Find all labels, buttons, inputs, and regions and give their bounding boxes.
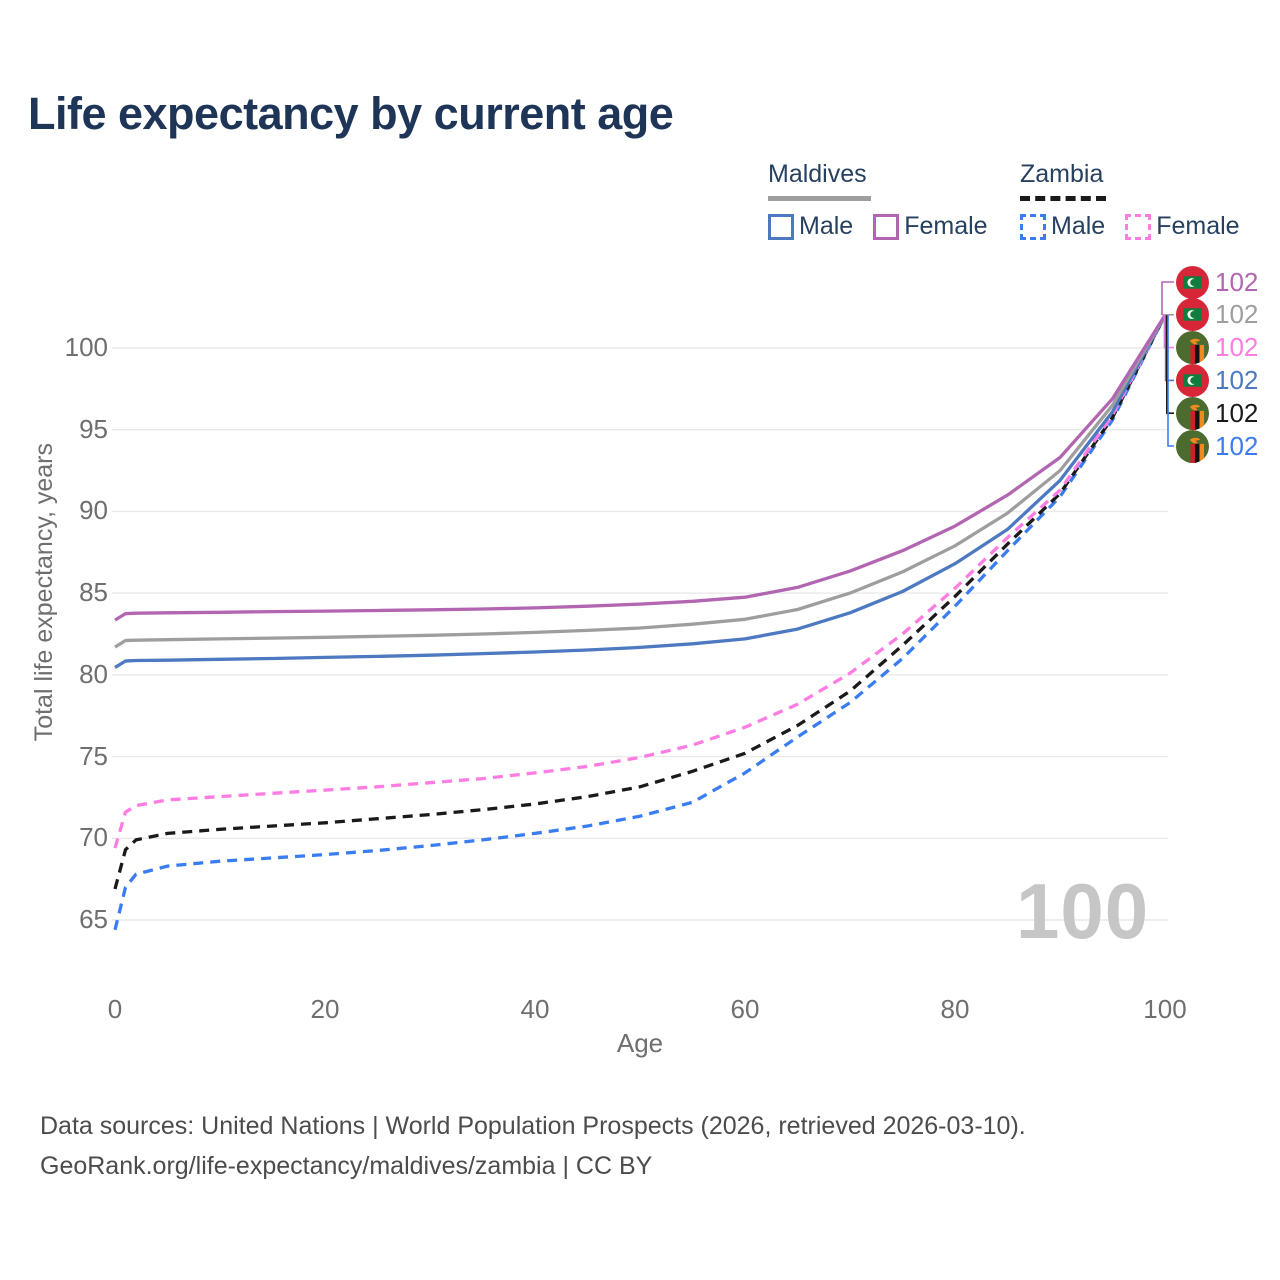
series-zambia-male[interactable]	[113, 314, 1167, 931]
x-tick-label: 20	[310, 994, 340, 1024]
zambia-flag-icon	[1176, 331, 1209, 365]
legend-item-maldives-male[interactable]: Male	[768, 212, 853, 241]
zambia-flag-icon	[1176, 429, 1209, 463]
series-maldives-both[interactable]	[114, 314, 1167, 649]
end-value: 102	[1215, 299, 1259, 330]
maldives-flag-icon	[1176, 265, 1209, 299]
y-tick-label: 95	[79, 413, 108, 444]
x-tick-label: 40	[520, 994, 550, 1024]
series-zambia-female[interactable]	[113, 314, 1167, 849]
maldives-male-swatch	[768, 213, 794, 240]
y-tick-label: 85	[79, 577, 108, 608]
zambia-male-swatch	[1020, 213, 1046, 240]
end-label-zambia-both[interactable]: 102	[1176, 396, 1259, 430]
end-label-connector	[1167, 315, 1174, 447]
series-maldives-female[interactable]	[114, 314, 1167, 622]
end-label-zambia-female[interactable]: 102	[1176, 331, 1259, 365]
maldives-flag-icon	[1176, 363, 1209, 397]
legend-item-zambia-female[interactable]: Female	[1125, 212, 1240, 241]
legend-group-maldives: Maldives Male Female	[768, 160, 1008, 241]
data-source-line: Data sources: United Nations | World Pop…	[40, 1112, 1026, 1140]
end-label-zambia-male[interactable]: 102	[1176, 429, 1259, 463]
end-value: 102	[1215, 397, 1259, 428]
x-tick-label: 80	[940, 994, 970, 1024]
end-value: 102	[1215, 364, 1259, 395]
legend-country-maldives[interactable]: Maldives	[768, 160, 867, 188]
end-label-connector	[1162, 314, 1174, 316]
legend-group-zambia: Zambia Male Female	[1020, 160, 1260, 241]
end-label-maldives-male[interactable]: 102	[1176, 363, 1259, 397]
y-tick-label: 100	[64, 332, 108, 362]
y-tick-label: 80	[79, 658, 108, 689]
end-label-connector	[1164, 315, 1174, 382]
maldives-female-swatch	[873, 213, 900, 240]
series-maldives-male[interactable]	[114, 314, 1167, 669]
end-label-maldives-both[interactable]: 102	[1176, 298, 1259, 332]
maldives-line-sample	[768, 196, 871, 201]
end-label-connector	[1166, 315, 1174, 414]
end-value: 102	[1215, 266, 1259, 297]
zambia-female-swatch	[1125, 213, 1152, 240]
end-value: 102	[1215, 430, 1259, 461]
x-axis-title: Age	[616, 1028, 664, 1058]
y-tick-label: 90	[79, 495, 108, 526]
y-tick-label: 70	[79, 822, 108, 853]
legend-item-maldives-female[interactable]: Female	[873, 212, 988, 241]
series-zambia-both[interactable]	[113, 314, 1167, 890]
end-label-maldives-female[interactable]: 102	[1176, 265, 1259, 299]
y-tick-label: 75	[79, 740, 108, 771]
end-label-connector	[1161, 281, 1174, 316]
legend-item-zambia-male[interactable]: Male	[1020, 212, 1105, 241]
zambia-flag-icon	[1176, 396, 1209, 430]
data-source-link[interactable]: GeoRank.org/life-expectancy/maldives/zam…	[40, 1152, 653, 1180]
legend-country-zambia[interactable]: Zambia	[1020, 160, 1104, 188]
x-tick-label: 100	[1143, 994, 1187, 1024]
legend-item-label: Female	[1156, 212, 1240, 240]
x-tick-label: 60	[730, 994, 760, 1024]
maldives-flag-icon	[1176, 298, 1209, 332]
end-value: 102	[1215, 332, 1259, 363]
legend-item-label: Male	[1051, 212, 1106, 240]
age-watermark: 100	[1016, 867, 1150, 955]
end-label-connector	[1163, 315, 1174, 349]
data-source-note: Data sources: United Nations | World Pop…	[40, 1106, 1026, 1186]
legend-item-label: Male	[799, 212, 854, 240]
y-tick-label: 65	[79, 904, 108, 934]
legend-item-label: Female	[904, 212, 988, 240]
zambia-line-sample	[1020, 196, 1106, 201]
page-title: Life expectancy by current age	[28, 88, 674, 139]
x-tick-label: 0	[107, 994, 123, 1024]
